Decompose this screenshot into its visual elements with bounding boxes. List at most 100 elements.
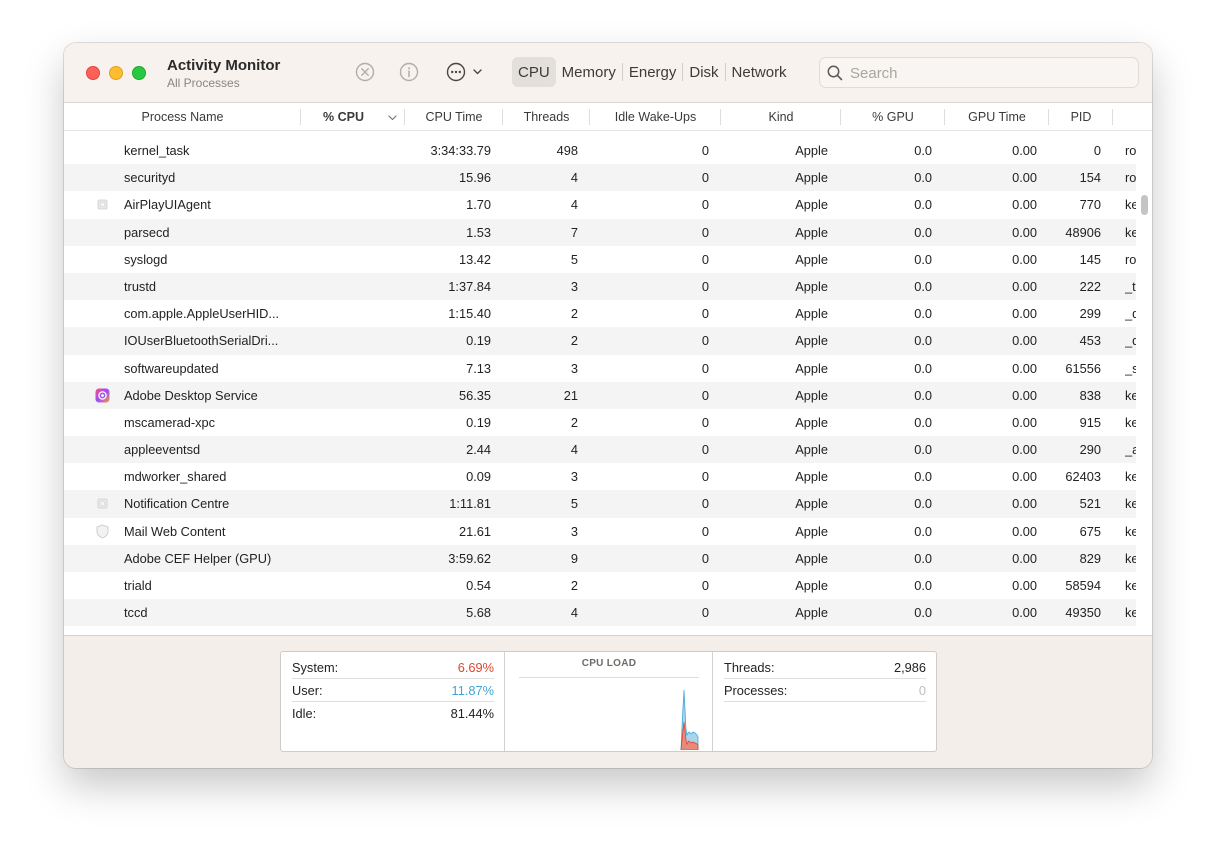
cpu-time: 0.54 [466,578,491,593]
idle-wake-ups: 0 [701,224,709,240]
process-name: mscamerad-xpc [124,414,216,430]
threads-count: 4 [570,170,578,186]
process-name: IOUserBluetoothSerialDri... [124,333,279,349]
table-row[interactable]: IOUserBluetoothSerialDri... 0.19 2 0 Apple 0.… [64,327,1136,355]
column-header-kind[interactable]: Kind [721,103,841,131]
threads-count: 498 [556,143,578,158]
threads-count: 3 [570,469,578,485]
idle-wake-ups: 0 [701,414,709,430]
process-kind: Apple [795,387,828,403]
table-row[interactable]: trustd 1:37.84 3 0 Apple 0.0 0.00 222 _t [64,272,1136,301]
threads-count: 2 [570,333,578,349]
idle-wake-ups: 0 [701,360,709,376]
column-header-pid[interactable]: PID [1049,103,1113,131]
adobe-creative-cloud-icon [95,388,110,403]
process-name: Adobe Desktop Service [124,387,258,403]
process-id: 675 [1079,523,1101,539]
process-id: 62403 [1065,469,1101,485]
cpu-summary-panel: System: 6.69% User: 11.87% Idle: 81.44% … [64,635,1152,768]
process-user: ke [1125,469,1136,485]
column-header-process-name[interactable]: Process Name [64,103,301,131]
column-header-gpu-time[interactable]: GPU Time [945,103,1049,131]
idle-wake-ups: 0 [701,197,709,213]
idle-wake-ups: 0 [701,143,709,158]
process-name: trustd [124,278,157,294]
cpu-time: 2.44 [466,442,491,458]
table-row[interactable]: syslogd 13.42 5 0 Apple 0.0 0.00 145 ro [64,246,1136,273]
process-id: 453 [1079,333,1101,349]
threads-count: 4 [570,197,578,213]
tab-cpu[interactable]: CPU [512,57,556,87]
process-name: tccd [124,605,148,621]
tab-network[interactable]: Network [731,63,787,81]
table-row[interactable]: parsecd 1.53 7 0 Apple 0.0 0.00 48906 ke [64,218,1136,246]
idle-wake-ups: 0 [701,442,709,458]
threads-column: Threads: 2,986 Processes: 0 [713,652,937,751]
gpu-percent: 0.0 [914,550,932,566]
gpu-time: 0.00 [1012,170,1037,186]
process-user: ke [1125,550,1136,566]
process-name: com.apple.AppleUserHID... [124,306,280,322]
column-header-threads[interactable]: Threads [503,103,590,131]
process-user: ro [1125,251,1136,267]
process-kind: Apple [795,170,828,186]
table-row[interactable]: Adobe Desktop Service 56.35 21 0 Apple 0.0 0.0… [64,381,1136,409]
process-kind: Apple [795,496,828,512]
tab-energy[interactable]: Energy [628,63,677,81]
search-field[interactable] [819,57,1139,88]
inspect-process-button[interactable] [398,61,420,83]
column-header-cpu-time[interactable]: CPU Time [405,103,503,131]
gpu-time: 0.00 [1012,550,1037,566]
tab-disk[interactable]: Disk [689,63,719,81]
more-actions-button[interactable] [444,61,486,83]
table-body: kernel_task 3:34:33.79 498 0 Apple 0.0 0.00 0 ro… [64,137,1136,627]
gpu-percent: 0.0 [914,278,932,294]
ellipsis-circle-icon [446,62,482,82]
window-subtitle[interactable]: All Processes [167,76,240,90]
gpu-percent: 0.0 [914,333,932,349]
gpu-time: 0.00 [1012,360,1037,376]
column-header-gpu[interactable]: % GPU [841,103,945,131]
process-name: Notification Centre [124,496,230,512]
table-row[interactable]: triald 0.54 2 0 Apple 0.0 0.00 58594 ke [64,572,1136,599]
table-row[interactable]: mscamerad-xpc 0.19 2 0 Apple 0.0 0.00 915 ke [64,409,1136,436]
process-id: 154 [1079,170,1101,186]
process-name: kernel_task [124,143,190,158]
threads-label: Threads: [724,660,775,675]
vertical-scrollbar[interactable] [1141,195,1148,215]
cpu-load-column: CPU LOAD [505,652,713,751]
table-row[interactable]: kernel_task 3:34:33.79 498 0 Apple 0.0 0.00 0 ro [64,137,1136,164]
gpu-percent: 0.0 [914,605,932,621]
cpu-load-title: CPU LOAD [581,658,637,669]
table-row[interactable]: softwareupdated 7.13 3 0 Apple 0.0 0.00 61556 _s [64,355,1136,382]
stop-process-button[interactable] [354,61,376,83]
idle-wake-ups: 0 [701,333,709,349]
cpu-time: 1.70 [466,197,491,213]
close-window-button[interactable] [86,66,100,80]
column-header-cpu[interactable]: % CPU [301,103,405,131]
gpu-time: 0.00 [1012,523,1037,539]
column-header-idle-wake-ups[interactable]: Idle Wake-Ups [590,103,721,131]
cpu-time: 21.61 [458,523,491,539]
idle-label: Idle: [292,706,317,721]
table-row[interactable]: Notification Centre 1:11.81 5 0 Apple 0.0 0.00… [64,490,1136,518]
table-row[interactable]: Adobe CEF Helper (GPU) 3:59.62 9 0 Apple 0.0 0… [64,544,1136,572]
gpu-percent: 0.0 [914,442,932,458]
threads-row: Threads: 2,986 [724,657,926,679]
table-row[interactable]: mdworker_shared 0.09 3 0 Apple 0.0 0.00 62403 ke [64,463,1136,490]
process-name: triald [124,578,152,593]
table-row[interactable]: appleeventsd 2.44 4 0 Apple 0.0 0.00 290 _a [64,436,1136,464]
process-user: _a [1125,442,1136,458]
threads-count: 4 [570,442,578,458]
table-row[interactable]: tccd 5.68 4 0 Apple 0.0 0.00 49350 ke [64,599,1136,627]
cpu-time: 15.96 [458,170,491,186]
table-row[interactable]: securityd 15.96 4 0 Apple 0.0 0.00 154 ro [64,164,1136,192]
tab-memory[interactable]: Memory [561,63,616,81]
table-row[interactable]: com.apple.AppleUserHID... 1:15.40 2 0 Apple 0… [64,300,1136,327]
search-input[interactable] [850,62,1130,84]
minimize-window-button[interactable] [109,66,123,80]
table-row[interactable]: AirPlayUIAgent 1.70 4 0 Apple 0.0 0.00 770 ke [64,191,1136,218]
process-kind: Apple [795,333,828,349]
zoom-window-button[interactable] [132,66,146,80]
table-row[interactable]: Mail Web Content 21.61 3 0 Apple 0.0 0.00 675 ke [64,518,1136,545]
